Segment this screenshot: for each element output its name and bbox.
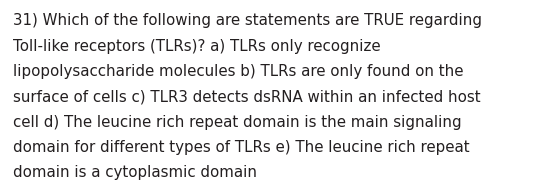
Text: surface of cells c) TLR3 detects dsRNA within an infected host: surface of cells c) TLR3 detects dsRNA w… — [13, 89, 480, 104]
Text: Toll-like receptors (TLRs)? a) TLRs only recognize: Toll-like receptors (TLRs)? a) TLRs only… — [13, 39, 381, 54]
Text: 31) Which of the following are statements are TRUE regarding: 31) Which of the following are statement… — [13, 13, 482, 28]
Text: lipopolysaccharide molecules b) TLRs are only found on the: lipopolysaccharide molecules b) TLRs are… — [13, 64, 464, 79]
Text: domain for different types of TLRs e) The leucine rich repeat: domain for different types of TLRs e) Th… — [13, 140, 470, 155]
Text: domain is a cytoplasmic domain: domain is a cytoplasmic domain — [13, 165, 257, 180]
Text: cell d) The leucine rich repeat domain is the main signaling: cell d) The leucine rich repeat domain i… — [13, 115, 461, 130]
